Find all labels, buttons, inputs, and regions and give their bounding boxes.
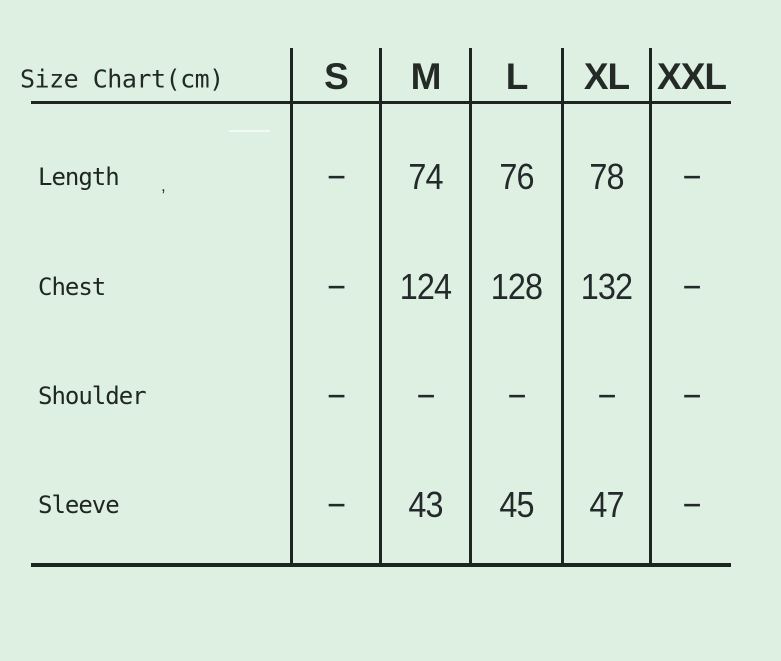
header-divider-line (31, 101, 731, 104)
row-label-sleeve: Sleeve (38, 491, 120, 519)
column-divider-1 (290, 48, 293, 567)
row-label-shoulder: Shoulder (38, 382, 147, 410)
cell-sleeve-s: − (326, 484, 346, 525)
cell-shoulder-m: − (416, 375, 435, 416)
cell-chest-m: 124 (399, 266, 452, 307)
cell-sleeve-m: 43 (408, 484, 443, 525)
column-divider-4 (561, 48, 564, 567)
cell-length-l: 76 (499, 156, 534, 197)
column-header-xl: XL (583, 56, 630, 97)
cell-sleeve-l: 45 (499, 484, 534, 525)
cell-shoulder-xxl: − (682, 375, 701, 416)
cell-chest-l: 128 (490, 266, 543, 307)
cell-shoulder-l: − (507, 375, 526, 416)
cell-shoulder-s: − (326, 375, 346, 416)
chart-title: Size Chart(cm) (20, 64, 224, 94)
cell-chest-xl: 132 (580, 266, 633, 307)
column-divider-5 (649, 48, 652, 567)
cell-shoulder-xl: − (597, 375, 616, 416)
column-header-l: L (505, 56, 529, 97)
cell-length-s: − (326, 156, 346, 197)
cell-sleeve-xxl: − (682, 484, 701, 525)
column-divider-2 (379, 48, 382, 567)
cell-length-m: 74 (408, 156, 443, 197)
column-header-s: S (324, 56, 349, 97)
column-header-xxl: XXL (657, 56, 727, 97)
length-label-mark-artifact: , (161, 176, 166, 195)
row-label-length: Length (38, 163, 120, 191)
cell-length-xxl: − (682, 156, 701, 197)
cell-chest-xxl: − (682, 266, 701, 307)
white-dash-artifact (229, 130, 270, 132)
table-bottom-border (31, 563, 731, 567)
row-label-chest: Chest (38, 273, 106, 301)
column-divider-3 (469, 48, 472, 567)
column-header-m: M (410, 56, 442, 97)
cell-length-xl: 78 (589, 156, 624, 197)
cell-sleeve-xl: 47 (589, 484, 624, 525)
cell-chest-s: − (326, 266, 346, 307)
